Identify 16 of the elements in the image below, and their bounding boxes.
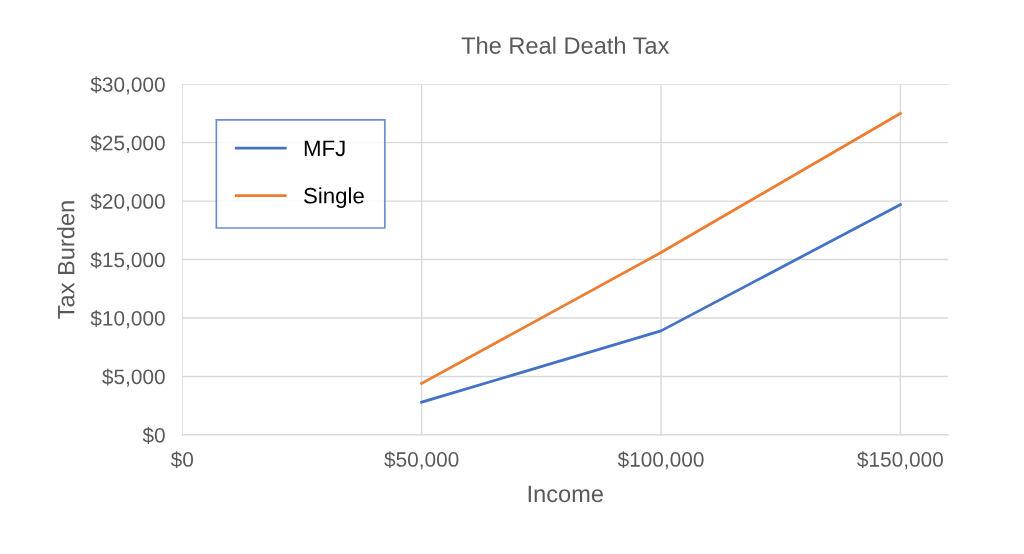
y-tick-label: $15,000: [90, 251, 165, 270]
y-tick-label: $20,000: [90, 193, 165, 212]
y-tick-label: $30,000: [90, 76, 165, 95]
legend-label: MFJ: [304, 140, 345, 157]
y-axis-title: Tax Burden: [57, 201, 75, 319]
y-tick-label: $0: [142, 427, 165, 444]
x-tick-label: $150,000: [857, 451, 943, 470]
x-tick-label: $100,000: [617, 451, 704, 470]
x-tick-label: $50,000: [384, 451, 459, 470]
y-tick-label: $5,000: [102, 368, 165, 387]
y-tick-label: $10,000: [90, 310, 165, 329]
x-tick-label: $0: [170, 451, 194, 469]
legend-label: Single: [304, 187, 364, 208]
y-tick-label: $25,000: [90, 134, 165, 153]
x-axis-title: Income: [528, 485, 603, 503]
chart-title: The Real Death Tax: [461, 36, 670, 54]
